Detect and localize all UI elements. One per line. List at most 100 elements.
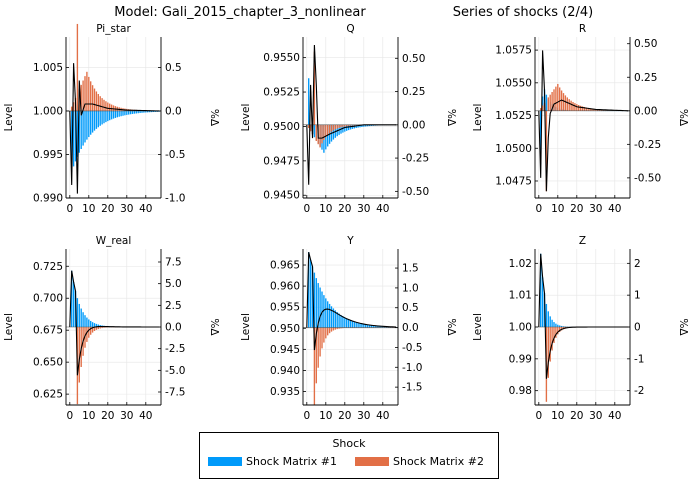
subplot-z — [535, 249, 630, 405]
xtick-label: 40 — [376, 203, 389, 215]
bar-shock-matrix-2 — [574, 103, 575, 111]
xtick-label: 0 — [66, 410, 73, 422]
bar-shock-matrix-2 — [101, 98, 102, 111]
xtick-label: 0 — [303, 203, 310, 215]
xtick-label: 20 — [570, 203, 583, 215]
bar-shock-matrix-1 — [357, 323, 358, 328]
ytick-label-left: 0.99 — [509, 353, 532, 365]
bar-shock-matrix-2 — [319, 328, 320, 357]
xtick-label: 30 — [120, 203, 133, 215]
bar-shock-matrix-1 — [124, 111, 125, 115]
ylabel-left: Level — [472, 313, 484, 341]
ytick-label-right: 0.0 — [402, 322, 419, 334]
bar-shock-matrix-1 — [340, 315, 341, 328]
bar-shock-matrix-2 — [576, 104, 577, 111]
xtick-label: 30 — [357, 410, 370, 422]
bar-shock-matrix-2 — [559, 87, 560, 110]
bar-shock-matrix-1 — [105, 111, 106, 122]
ylabel-right: %Δ — [208, 318, 220, 336]
ytick-label-right: -1 — [634, 353, 644, 365]
ytick-label-left: 1.02 — [509, 258, 532, 270]
bar-shock-matrix-2 — [329, 328, 330, 334]
ytick-label-left: 0.990 — [33, 193, 63, 205]
legend-entry-shock-matrix-2: Shock Matrix #2 — [355, 455, 484, 468]
bar-shock-matrix-1 — [90, 321, 91, 327]
bar-shock-matrix-2 — [557, 84, 558, 111]
bar-shock-matrix-1 — [551, 320, 552, 327]
ytick-label-left: 0.625 — [33, 389, 63, 401]
bar-shock-matrix-2 — [323, 328, 324, 343]
ytick-label-right: 1 — [634, 290, 641, 302]
bar-shock-matrix-1 — [101, 111, 102, 124]
ytick-label-right: 2.5 — [165, 300, 182, 312]
bar-shock-matrix-1 — [325, 298, 326, 327]
xtick-label: 0 — [66, 203, 73, 215]
bar-shock-matrix-1 — [88, 111, 89, 137]
xtick-label: 0 — [535, 410, 542, 422]
ytick-label-left: 0.995 — [33, 149, 63, 161]
bar-shock-matrix-1 — [79, 304, 80, 327]
bar-shock-matrix-1 — [94, 111, 95, 131]
bar-shock-matrix-1 — [86, 318, 87, 327]
bar-shock-matrix-2 — [318, 328, 319, 368]
bar-shock-matrix-1 — [107, 111, 108, 121]
xtick-label: 40 — [376, 410, 389, 422]
subplot-title: R — [579, 23, 586, 35]
bar-shock-matrix-1 — [103, 111, 104, 123]
ytick-label-right: -1.5 — [402, 382, 423, 394]
ylabel-right: %Δ — [208, 109, 220, 127]
ytick-label-left: 0.950 — [270, 323, 300, 335]
bar-shock-matrix-1 — [352, 321, 353, 328]
figure-title-series: Series of shocks (2/4) — [453, 5, 593, 20]
bar-shock-matrix-2 — [327, 328, 328, 336]
bar-shock-matrix-1 — [128, 111, 129, 115]
ytick-label-left: 0.9525 — [263, 87, 300, 99]
bar-shock-matrix-1 — [126, 111, 127, 115]
bar-shock-matrix-2 — [335, 328, 336, 330]
xtick-label: 30 — [120, 410, 133, 422]
bar-shock-matrix-2 — [321, 328, 322, 349]
ytick-label-left: 1.0525 — [495, 110, 532, 122]
ytick-label-right: -7.5 — [165, 387, 186, 399]
bar-shock-matrix-2 — [331, 125, 332, 132]
subplot-title: Q — [346, 23, 354, 35]
xtick-label: 20 — [338, 203, 351, 215]
ytick-label-right: 1.0 — [402, 282, 419, 294]
bar-shock-matrix-2 — [103, 100, 104, 111]
bar-shock-matrix-1 — [346, 318, 347, 327]
ylabel-right: %Δ — [445, 318, 457, 336]
bar-shock-matrix-2 — [580, 106, 581, 111]
ytick-label-left: 0.9475 — [263, 155, 300, 167]
bar-shock-matrix-2 — [553, 89, 554, 110]
legend-title: Shock — [200, 437, 498, 450]
subplot-q — [303, 37, 398, 198]
bar-shock-matrix-1 — [327, 301, 328, 327]
ylabel-right: %Δ — [445, 109, 457, 127]
ylabel-right: %Δ — [677, 109, 689, 127]
bar-shock-matrix-1 — [122, 111, 123, 116]
bar-shock-matrix-2 — [570, 101, 571, 111]
xtick-label: 20 — [101, 203, 114, 215]
xtick-label: 30 — [589, 410, 602, 422]
bar-shock-matrix-1 — [310, 260, 311, 328]
subplot-y — [303, 249, 398, 405]
xtick-label: 20 — [338, 410, 351, 422]
ytick-label-left: 1.01 — [509, 290, 532, 302]
ytick-label-left: 0.725 — [33, 261, 63, 273]
bar-shock-matrix-2 — [327, 125, 328, 135]
ytick-label-left: 0.675 — [33, 325, 63, 337]
bar-shock-matrix-2 — [338, 125, 339, 128]
bar-shock-matrix-2 — [321, 125, 322, 144]
ytick-label-left: 1.0575 — [495, 45, 532, 57]
bar-shock-matrix-2 — [86, 72, 87, 111]
bar-shock-matrix-2 — [569, 99, 570, 111]
bar-shock-matrix-2 — [94, 89, 95, 111]
ytick-label-right: 1.5 — [402, 263, 419, 275]
bar-shock-matrix-2 — [555, 87, 556, 111]
xtick-label: 20 — [101, 410, 114, 422]
ylabel-left: Level — [240, 313, 252, 341]
bar-shock-matrix-1 — [73, 282, 74, 327]
bar-shock-matrix-2 — [316, 125, 317, 141]
ylabel-left: Level — [240, 104, 252, 132]
ytick-label-right: 0.25 — [402, 86, 425, 98]
